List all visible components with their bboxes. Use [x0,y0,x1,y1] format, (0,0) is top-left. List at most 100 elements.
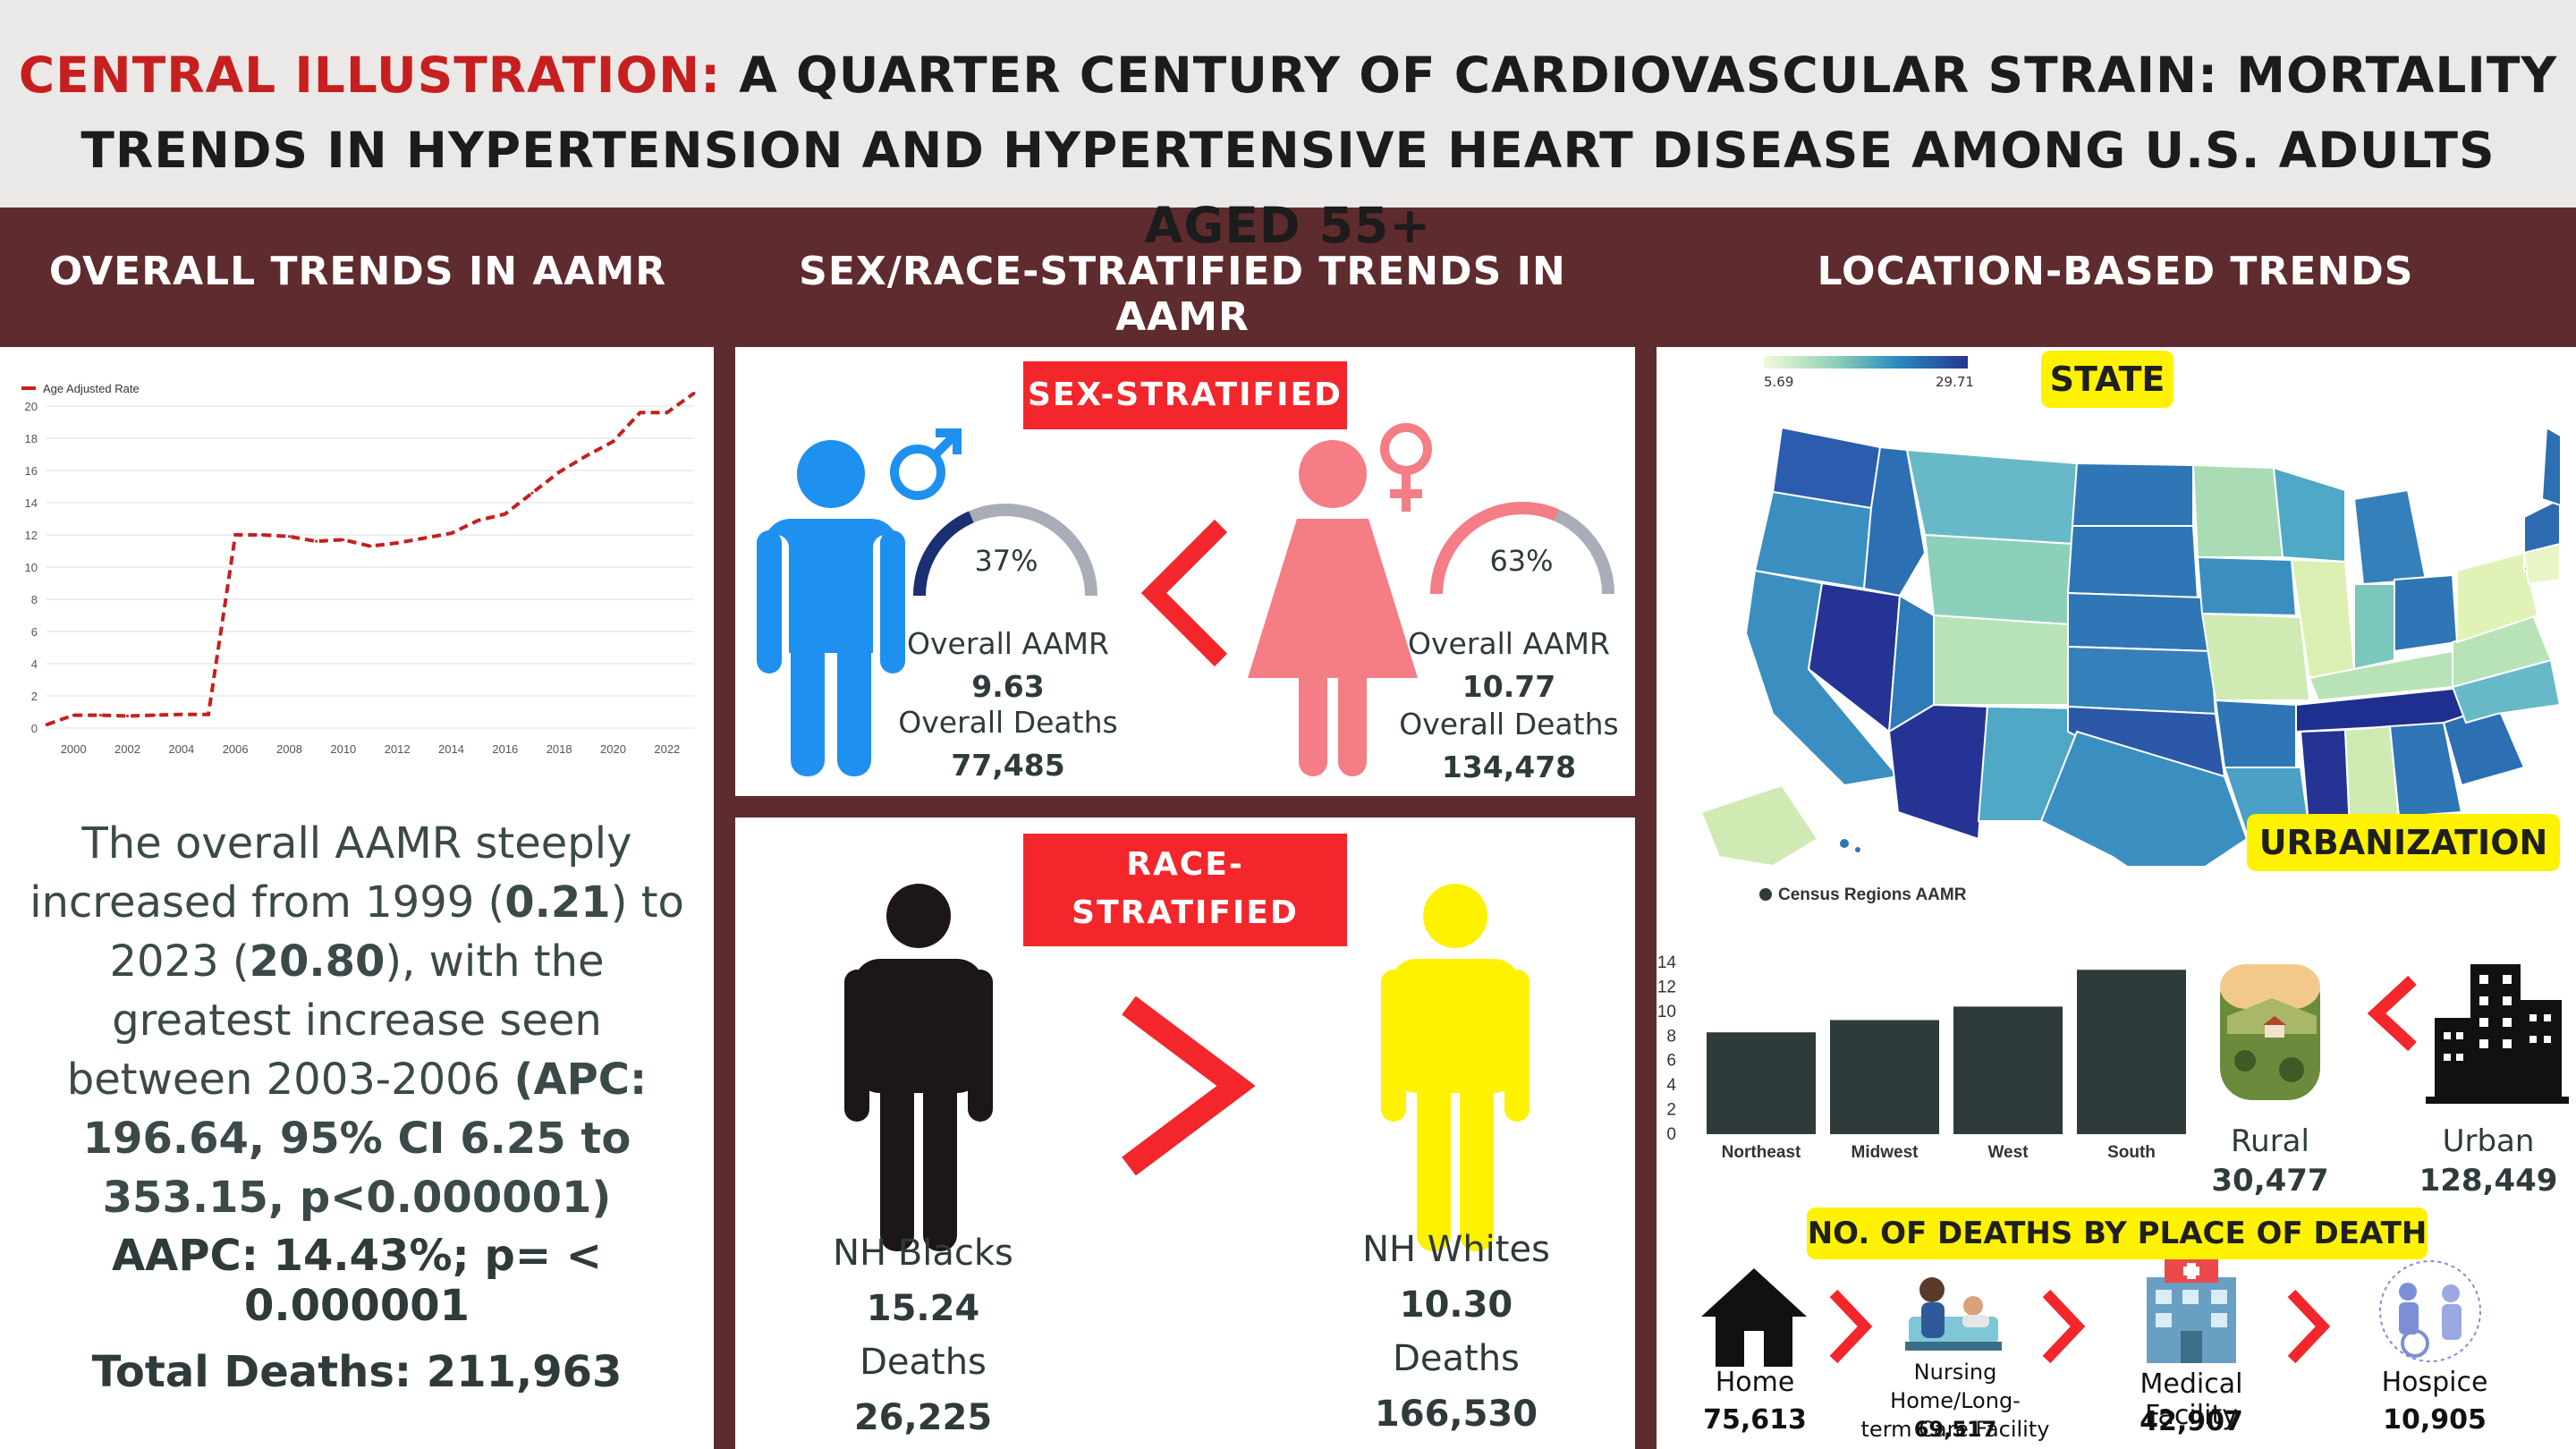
bar-northeast [1707,1032,1816,1134]
nh-black-deaths: 26,225 [853,1397,993,1438]
legend-label: Age Adjusted Rate [43,382,140,395]
place-home-value: 75,613 [1703,1404,1807,1436]
female-aamr: 10.77 [1462,669,1556,704]
apc-text: (APC: 196.64, 95% CI 6.25 to 353.15, p<0… [82,1055,648,1223]
male-percent-gauge [913,504,1097,597]
aapc-text: AAPC: 14.43%; p= < 0.000001 [112,1231,602,1331]
summary-part-c: ), with the greatest increase seen betwe… [66,936,605,1105]
place-nursing-label: Nursing Home/Long- term Care Facility [1848,1358,2063,1444]
bar-y-tick-label: 0 [1666,1125,1676,1144]
aamr-point [72,714,75,717]
x-tick-label: 2004 [168,742,194,756]
bar-south [2077,970,2186,1134]
female-figure-icon [1248,440,1418,776]
scale-min: 5.69 [1764,374,1794,390]
aamr-series-line [46,391,696,727]
male-percent: 37% [974,544,1038,578]
aamr-point [369,545,372,548]
aamr-point [207,713,210,716]
place-hospice-value: 10,905 [2383,1404,2487,1436]
title-prefix: CENTRAL ILLUSTRATION: [18,47,722,104]
y-tick-label: 14 [25,496,38,510]
medical-facility-icon [2147,1259,2236,1363]
gauge-fill [913,511,974,597]
x-tick-label: 2018 [547,742,572,756]
female-percent: 63% [1489,544,1554,578]
aamr-point [557,470,561,474]
bar-category-label: West [1987,1143,2029,1162]
sex-panel: SEX-STRATIFIED 37% Overall AAMR 9.63 Ove… [735,347,1635,796]
y-tick-label: 18 [25,432,38,445]
aamr-point [692,392,696,395]
bar-y-tick-label: 2 [1666,1101,1676,1120]
section-overall-header: OVERALL TRENDS IN AAMR [48,249,667,294]
race-panel: RACE- STRATIFIED NH Blacks 15.24 Deaths … [735,818,1635,1449]
value-1999: 0.21 [504,877,611,928]
section-location-header: LOCATION-BASED TRENDS [1817,249,2414,294]
nh-white-deaths: 166,530 [1374,1394,1538,1435]
y-tick-label: 12 [25,529,38,542]
chevron-right-icon-2 [2042,1289,2086,1364]
y-tick-label: 2 [31,690,38,703]
urbanization-tag: URBANIZATION [2247,814,2560,871]
y-tick-label: 10 [25,561,38,574]
x-tick-label: 2016 [492,742,518,756]
nh-black-label: NH Blacks [833,1233,1013,1274]
aamr-point [288,535,291,538]
y-tick-label: 20 [25,400,38,413]
summary-part-a: The overall AAMR steeply increased from … [30,818,632,928]
aamr-point [612,440,614,444]
aamr-point [315,539,318,543]
x-tick-label: 2000 [61,742,87,756]
page-title: CENTRAL ILLUSTRATION: A QUARTER CENTURY … [0,38,2576,263]
race-tag-line2: STRATIFIED [1072,894,1299,931]
aamr-point [639,411,642,414]
x-tick-label: 2008 [276,742,302,756]
bar-y-tick-label: 8 [1666,1027,1676,1046]
urban-value: 128,449 [2419,1163,2558,1199]
aamr-point [665,411,669,414]
aamr-point [45,723,48,726]
male-aamr: 9.63 [971,669,1045,704]
aamr-point [260,533,264,537]
rural-landscape-icon [2220,964,2320,1100]
male-deaths: 77,485 [951,748,1065,783]
aamr-point [504,513,507,516]
rural-value: 30,477 [2211,1163,2329,1199]
place-hospice-label: Hospice [2381,1367,2488,1398]
overall-panel: Age Adjusted Rate 0 2 4 6 8 10 12 14 16 18 20 2000 20… [0,347,714,1449]
nursing-home-icon [1905,1277,2002,1351]
female-percent-gauge [1430,502,1614,595]
x-tick-label: 2002 [114,742,140,756]
urban-label: Urban [2442,1123,2535,1159]
bar-y-tick-label: 6 [1666,1052,1676,1071]
nh-white-aamr: 10.30 [1399,1284,1513,1326]
aamr-point [98,714,102,717]
male-figure-icon [757,440,905,776]
female-symbol-icon [1380,423,1432,512]
aamr-point [477,519,480,522]
bar-west [1953,1006,2063,1134]
total-deaths: Total Deaths: 211,963 [91,1347,623,1397]
section-sexrace-header: SEX/RACE-STRATIFIED TRENDS IN AAMR [799,249,1566,340]
aamr-point [180,713,183,716]
place-medical-label: Medical Facility [2140,1368,2243,1431]
place-nursing-label-line1: Nursing Home/Long- [1890,1360,2021,1413]
title-line1: A QUARTER CENTURY OF CARDIOVASCULAR STRA… [739,47,2558,104]
bar-y-tick-label: 4 [1666,1076,1676,1095]
female-deaths-label: Overall Deaths [1399,707,1619,741]
title-line2: TRENDS IN HYPERTENSION AND HYPERTENSIVE … [80,122,2496,254]
aamr-point [422,537,426,540]
overall-summary: The overall AAMR steeply increased from … [16,814,698,1227]
aamr-point [395,541,399,545]
less-than-chevron-icon-urban [2367,975,2417,1052]
bar-midwest [1830,1020,1939,1134]
aamr-point [342,538,345,541]
state-tag: STATE [2041,351,2174,408]
aamr-point [153,714,157,717]
summary-part-b: ) to 2023 ( [109,877,684,987]
bar-y-tick-label: 10 [1657,1003,1676,1021]
gauge-fill [1430,502,1559,595]
nh-black-aamr: 15.24 [866,1288,980,1329]
scale-max: 29.71 [1936,374,1974,390]
